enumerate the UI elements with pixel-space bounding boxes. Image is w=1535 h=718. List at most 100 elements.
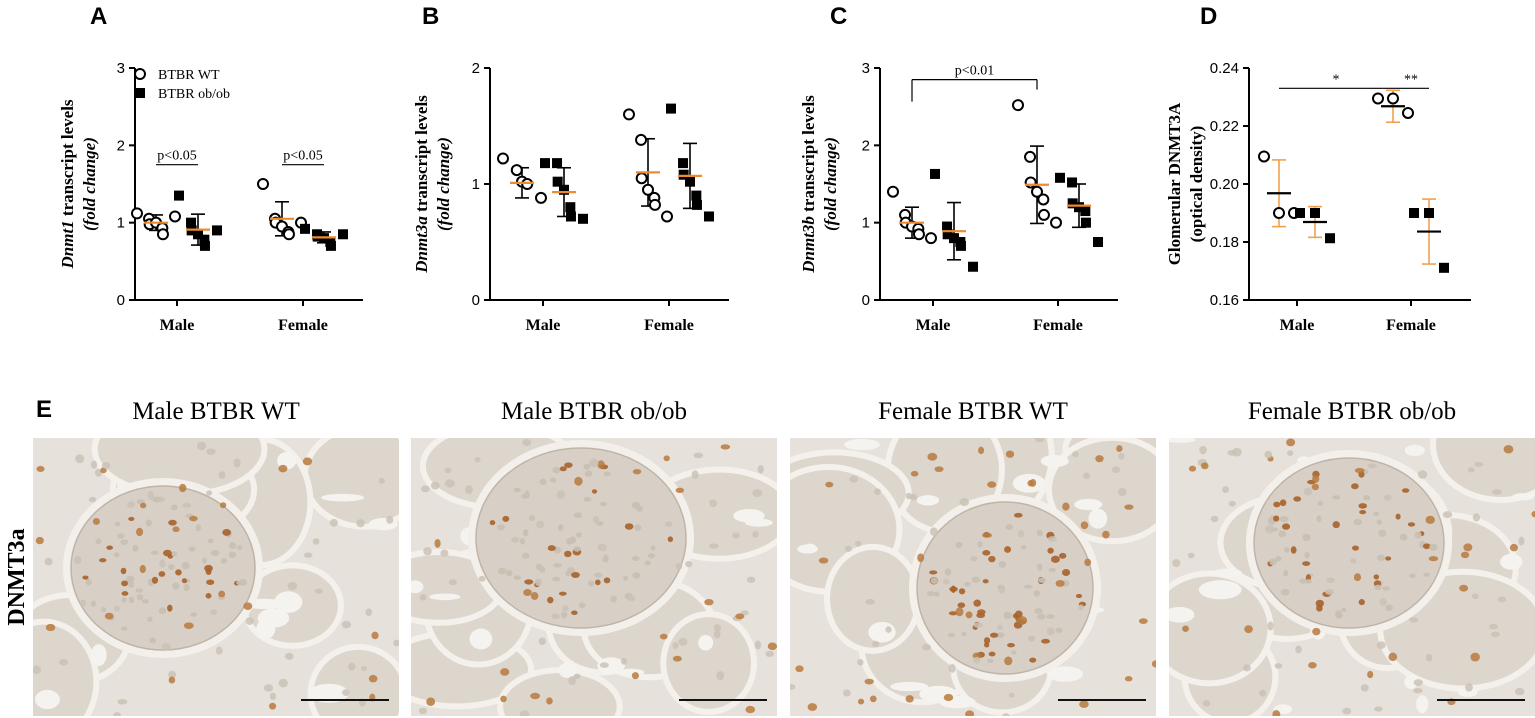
tubular-nucleus <box>664 521 673 527</box>
data-point-b-1-1-3 <box>685 176 695 187</box>
tubular-nucleus <box>849 475 859 483</box>
tubular-nucleus <box>113 712 121 716</box>
glomerular-nucleus <box>1048 567 1056 572</box>
tubular-nucleus <box>314 588 323 594</box>
tubule <box>1430 438 1535 503</box>
tubular-nucleus <box>955 607 964 617</box>
y-tick-label-c-1: 1 <box>862 215 870 232</box>
glomerular-nucleus <box>1050 555 1060 564</box>
glomerular-nucleus <box>1399 533 1408 541</box>
tubular-nucleus <box>857 698 865 705</box>
tubular-nucleus <box>1124 504 1134 510</box>
lumen <box>597 657 625 674</box>
tubular-nucleus <box>269 702 277 710</box>
glomerular-nucleus <box>1293 496 1302 502</box>
tubular-nucleus <box>75 454 85 464</box>
tubular-nucleus <box>948 663 956 673</box>
glomerular-nucleus <box>1038 577 1047 583</box>
data-point-c-1-1-5 <box>1080 217 1091 228</box>
lumen <box>308 683 349 703</box>
lumen <box>1198 580 1242 600</box>
tubular-nucleus <box>843 689 851 697</box>
tubular-nucleus <box>997 624 1004 630</box>
tubular-nucleus <box>206 490 213 496</box>
tubular-nucleus <box>155 496 166 503</box>
micrograph-title-2: Male BTBR ob/ob <box>500 398 688 425</box>
y-axis-title-gene-a: Dnmt1 <box>58 220 77 269</box>
glomerular-nucleus <box>175 569 182 576</box>
glomerular-nucleus <box>170 504 178 511</box>
y-tick-label-a-0: 0 <box>117 292 125 309</box>
data-point-c-1-1-3 <box>1074 202 1084 213</box>
data-point-c-0-1-2 <box>1024 176 1037 189</box>
row-label-text: DNMT3a <box>4 528 30 625</box>
glomerular-nucleus <box>206 579 215 585</box>
tubular-nucleus <box>885 626 892 633</box>
glomerular-nucleus <box>1325 589 1334 595</box>
y-tick-label-d-4: 0.24 <box>1210 60 1239 77</box>
tubular-nucleus <box>218 590 226 598</box>
tubular-nucleus <box>519 710 530 716</box>
data-point-b-0-1-2 <box>635 172 648 185</box>
glomerular-nucleus <box>995 632 1005 638</box>
tubular-nucleus <box>1413 679 1424 686</box>
glomerular-nucleus <box>1299 578 1307 584</box>
tubular-nucleus <box>672 642 679 650</box>
glomerular-nucleus <box>1003 611 1012 620</box>
tubular-nucleus <box>1463 543 1473 552</box>
glomerular-nucleus <box>1036 529 1043 537</box>
glomerular-nucleus <box>632 572 641 579</box>
tubular-nucleus <box>959 498 970 507</box>
glomerular-nucleus <box>1385 556 1392 561</box>
data-point-d-0-1-1 <box>1387 92 1399 105</box>
lumen <box>1169 606 1195 623</box>
tubular-nucleus <box>386 515 394 524</box>
glomerular-nucleus <box>983 637 991 644</box>
glomerulus <box>70 485 256 651</box>
tubular-nucleus <box>752 531 759 538</box>
glomerular-nucleus <box>552 576 561 582</box>
data-point-a-0-1-0 <box>257 178 269 190</box>
tubular-nucleus <box>182 502 192 508</box>
glomerular-nucleus <box>624 523 634 530</box>
glomerular-nucleus <box>158 571 166 577</box>
tubular-nucleus <box>341 620 352 629</box>
tubular-nucleus <box>1442 511 1453 519</box>
tubular-nucleus <box>1118 452 1125 460</box>
glomerular-nucleus <box>524 490 530 498</box>
tubular-nucleus <box>716 671 725 681</box>
panel-letter-b: B <box>422 3 439 30</box>
glomerular-nucleus <box>644 560 651 566</box>
glomerular-nucleus <box>121 591 129 596</box>
sig-label-a-0: p<0.05 <box>157 149 196 164</box>
glomerular-nucleus <box>183 583 190 592</box>
tubular-nucleus <box>934 466 944 473</box>
tubular-nucleus <box>1017 530 1025 538</box>
x-tick-label-c-1: Female <box>1033 317 1083 334</box>
tubular-nucleus <box>998 585 1006 594</box>
glomerular-nucleus <box>926 590 936 597</box>
tubular-nucleus <box>88 496 97 503</box>
glomerular-nucleus <box>1037 613 1046 620</box>
glomerular-nucleus <box>593 572 603 578</box>
data-point-d-0-1-0 <box>1372 92 1384 105</box>
tubular-nucleus <box>632 468 642 475</box>
chart-a: A Dnmt1 transcript levels (fold change) 0… <box>58 3 363 334</box>
tubular-nucleus <box>795 665 804 673</box>
glomerular-nucleus <box>489 520 496 526</box>
y-axis-b: 0 1 2 <box>472 60 491 309</box>
glomerular-nucleus <box>987 658 994 664</box>
glomerular-nucleus <box>1273 501 1281 508</box>
tubular-nucleus <box>663 455 670 462</box>
tubule <box>307 643 399 716</box>
tubular-nucleus <box>196 441 207 451</box>
glomerular-nucleus <box>1046 614 1055 620</box>
micrograph-image-4 <box>1169 438 1535 716</box>
data-point-b-0-1-1 <box>635 133 648 146</box>
tubular-nucleus <box>869 695 877 703</box>
tubular-nucleus <box>1472 593 1479 600</box>
y-axis-label-a: Dnmt1 transcript levels (fold change) <box>58 99 99 269</box>
tubular-nucleus <box>735 613 745 620</box>
glomerular-nucleus <box>1351 483 1359 490</box>
data-point-a-1-0-3 <box>193 229 203 240</box>
